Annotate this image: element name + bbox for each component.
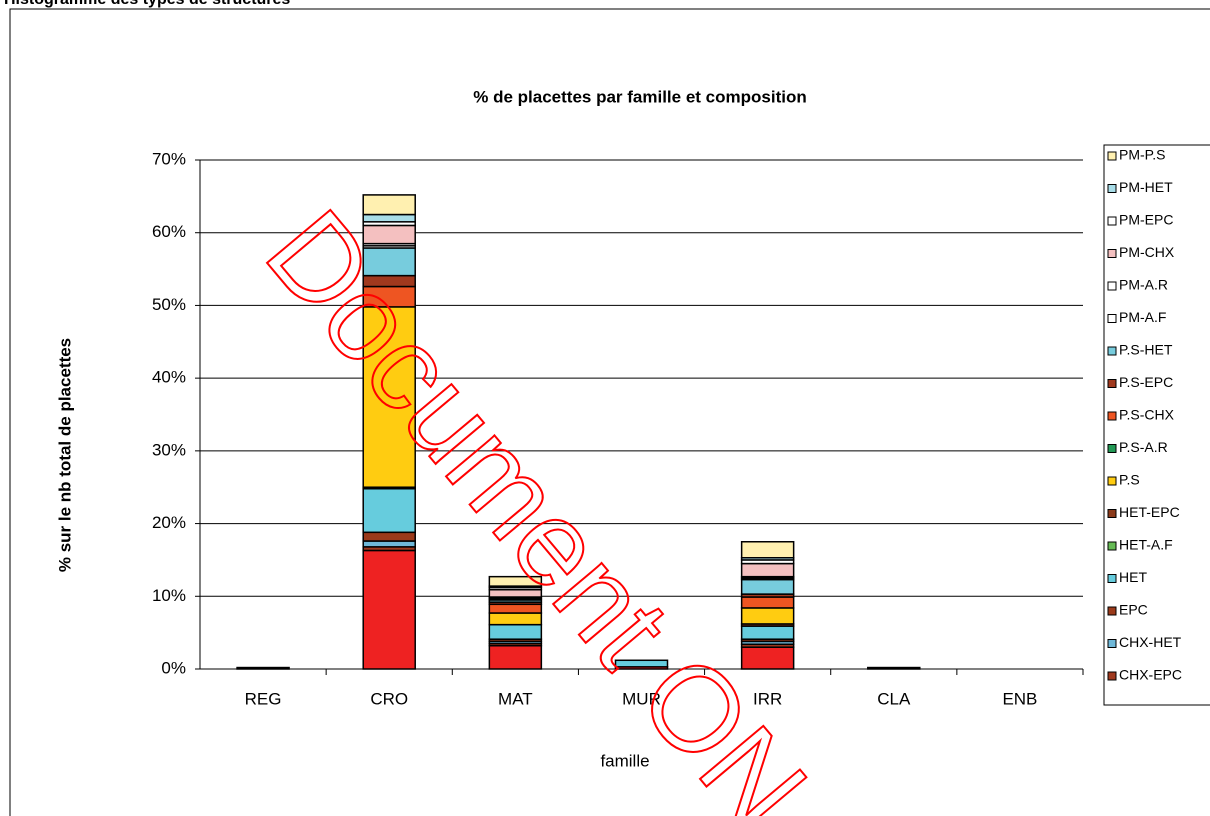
legend-swatch [1107, 216, 1117, 226]
legend-swatch [1107, 346, 1117, 356]
bar-segment [362, 247, 416, 277]
legend-label: CHX-HET [1119, 634, 1182, 650]
bar-segment [740, 607, 795, 625]
bar-segment [362, 306, 416, 488]
y-tick-label: 20% [152, 513, 186, 532]
bar-segment [362, 487, 416, 534]
bar-segment [740, 562, 795, 578]
legend-label: P.S-HET [1119, 342, 1173, 358]
x-tick-label: IRR [753, 689, 782, 708]
x-tick-label: CLA [877, 689, 911, 708]
x-tick-label: MUR [622, 689, 661, 708]
legend-label: P.S-CHX [1119, 407, 1175, 423]
legend-label: PM-A.F [1119, 309, 1166, 325]
legend-label: EPC [1119, 602, 1148, 618]
x-tick-label: CRO [370, 689, 408, 708]
bar-segment [740, 625, 795, 640]
legend-label: CHX-EPC [1119, 667, 1182, 683]
legend-label: HET [1119, 569, 1147, 585]
bar-segment [867, 666, 921, 670]
legend-swatch [1107, 509, 1117, 518]
chart-frame [9, 8, 1210, 816]
y-tick-label: 60% [152, 222, 186, 241]
legend-label: P.S-EPC [1119, 374, 1173, 390]
y-tick-label: 70% [152, 149, 186, 168]
bar-segment [488, 575, 543, 587]
bar-segment [362, 549, 416, 670]
legend-swatch [1107, 281, 1117, 291]
legend-box [1103, 144, 1210, 706]
legend-label: P.S-A.R [1119, 439, 1168, 455]
chart-title: % de placettes par famille et compositio… [473, 87, 806, 106]
y-tick-label: 10% [152, 586, 186, 605]
bar-segment [362, 194, 416, 216]
legend-swatch [1107, 184, 1117, 193]
x-tick-label: ENB [1002, 689, 1037, 708]
doc-header: Histogramme des types de structures [4, 0, 290, 8]
y-axis-title: % sur le nb total de placettes [55, 338, 74, 572]
legend-label: PM-EPC [1119, 212, 1173, 228]
legend-label: PM-A.R [1119, 277, 1168, 293]
x-tick-label: REG [245, 689, 282, 708]
legend-label: HET-EPC [1119, 504, 1180, 520]
bar-segment [236, 666, 290, 670]
bar-segment [362, 531, 416, 542]
x-tick-label: MAT [498, 689, 533, 708]
legend-label: PM-P.S [1119, 147, 1165, 163]
watermark: Document ON [241, 186, 832, 816]
bar-segment [740, 578, 795, 595]
bar-segment [488, 623, 543, 640]
legend-swatch [1107, 541, 1117, 551]
legend-label: PM-CHX [1119, 244, 1175, 260]
y-tick-label: 0% [161, 658, 186, 677]
bar-segment [362, 540, 416, 548]
bar-segment [488, 644, 543, 670]
legend-swatch [1107, 671, 1117, 681]
legend-swatch [1107, 379, 1117, 388]
legend-swatch [1107, 314, 1117, 323]
legend-swatch [1107, 151, 1117, 161]
y-tick-label: 30% [152, 440, 186, 459]
legend-swatch [1107, 476, 1117, 486]
bar-segment [740, 646, 795, 670]
y-tick-label: 50% [152, 295, 186, 314]
legend-swatch [1107, 639, 1117, 648]
legend-swatch [1107, 574, 1117, 583]
legend-label: P.S [1119, 472, 1140, 488]
y-tick-label: 40% [152, 368, 186, 387]
legend-label: PM-HET [1119, 179, 1173, 195]
x-axis-title: famille [600, 751, 649, 770]
marks: 0% 10% 20% 30% 40% 50% 60% 70% REG CRO MAT MUR IRR CL… [152, 147, 1182, 709]
bar-segment [740, 541, 795, 559]
legend-swatch [1107, 444, 1117, 453]
bar-segment [740, 596, 795, 609]
legend-swatch [1107, 249, 1117, 258]
legend-swatch [1107, 411, 1117, 421]
bar-segment [614, 659, 669, 668]
legend-swatch [1107, 606, 1117, 616]
legend-label: HET-A.F [1119, 537, 1173, 553]
